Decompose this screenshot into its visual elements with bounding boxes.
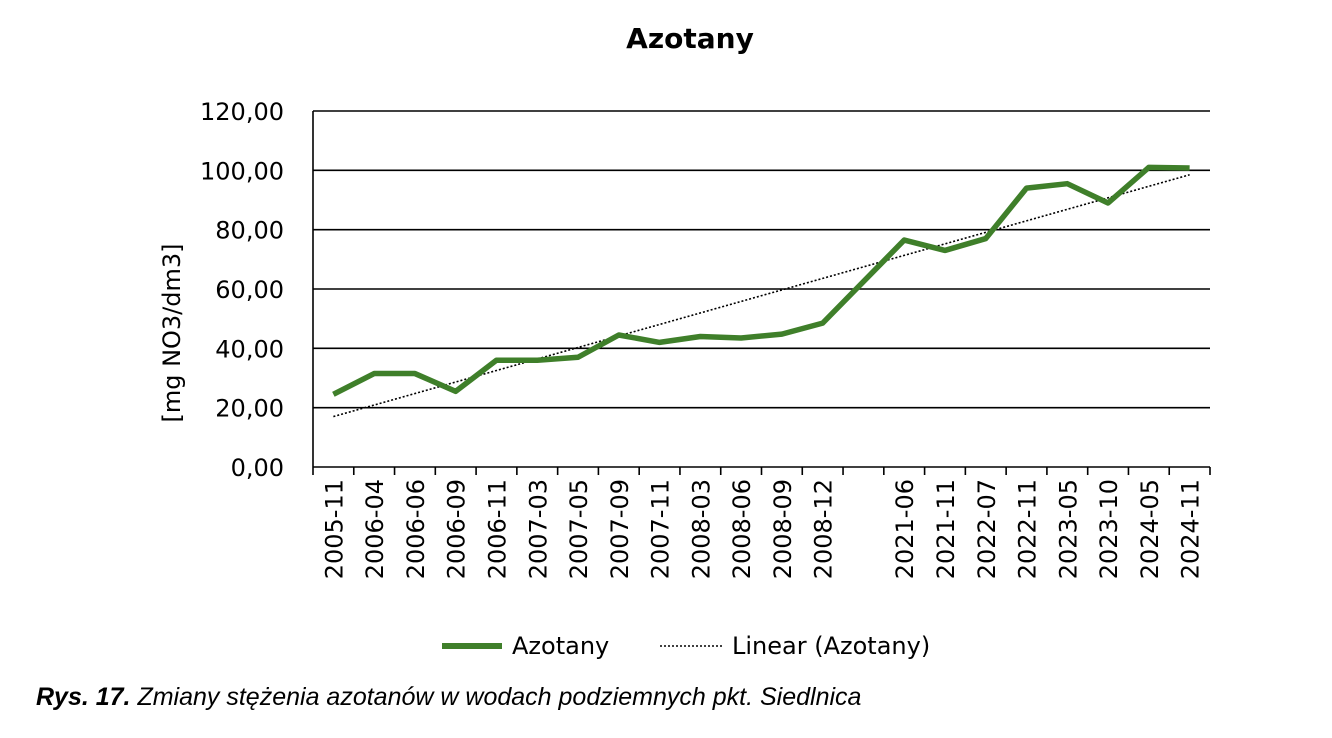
- x-tick-label: 2008-06: [728, 479, 756, 579]
- x-tick-label: 2024-05: [1136, 479, 1164, 579]
- y-tick-label: 20,00: [215, 395, 284, 423]
- trendline: [333, 174, 1190, 418]
- x-tick-label: 2021-06: [891, 479, 919, 579]
- chart: Azotany 0,00 20,00 40,00 60,00 80,00 100,00 120…: [158, 22, 1211, 660]
- y-tick-label: 100,00: [200, 157, 284, 185]
- caption-text: Zmiany stężenia azotanów w wodach podzie…: [130, 683, 862, 711]
- x-tick-label: 2007-09: [606, 479, 634, 579]
- chart-title: Azotany: [626, 22, 754, 55]
- x-tick-label: 2006-11: [483, 479, 511, 579]
- x-tick-label: 2021-11: [932, 479, 960, 579]
- y-axis-label: [mg NO3/dm3]: [158, 243, 186, 422]
- y-tick-label: 60,00: [215, 276, 284, 304]
- x-tick-label: 2023-05: [1054, 479, 1082, 579]
- y-tick-label: 40,00: [215, 335, 284, 363]
- y-tick-label: 80,00: [215, 217, 284, 245]
- y-tick-label: 120,00: [200, 98, 284, 126]
- x-tick-label: 2006-06: [402, 479, 430, 579]
- x-tick-label: 2024-11: [1177, 479, 1205, 579]
- x-tick-label: 2006-04: [361, 479, 389, 579]
- x-tick-label: 2006-09: [443, 479, 471, 579]
- x-tick-label: 2022-07: [973, 479, 1001, 579]
- x-tick-label: 2007-11: [647, 479, 675, 579]
- x-tick-label: 2008-12: [810, 479, 838, 579]
- x-tick-label: 2008-03: [687, 479, 715, 579]
- series-line: [332, 164, 1190, 397]
- x-tick-label: 2008-09: [769, 479, 797, 579]
- caption-lead: Rys. 17.: [36, 683, 131, 711]
- x-tick-label: 2005-11: [320, 479, 348, 579]
- x-tick-label: 2022-11: [1014, 479, 1042, 579]
- x-tick-label: 2007-03: [524, 479, 552, 579]
- legend-label-azotany: Azotany: [512, 632, 609, 660]
- legend-label-trend: Linear (Azotany): [732, 632, 930, 660]
- y-tick-label: 0,00: [231, 454, 284, 482]
- x-tick-label: 2023-10: [1095, 479, 1123, 579]
- x-tick-label: 2007-05: [565, 479, 593, 579]
- figure-caption: Rys. 17. Zmiany stężenia azotanów w woda…: [36, 683, 861, 712]
